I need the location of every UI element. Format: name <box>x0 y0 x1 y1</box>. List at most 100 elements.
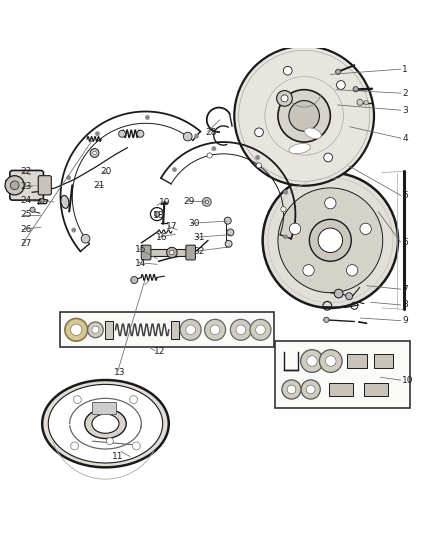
Circle shape <box>202 198 211 206</box>
Circle shape <box>250 319 271 340</box>
Circle shape <box>88 322 103 338</box>
Text: 7: 7 <box>403 285 408 294</box>
Text: 13: 13 <box>114 368 126 377</box>
Circle shape <box>256 325 265 335</box>
Text: 17: 17 <box>166 222 177 231</box>
Text: 11: 11 <box>112 453 124 462</box>
Circle shape <box>205 200 208 204</box>
Circle shape <box>255 155 260 160</box>
Circle shape <box>90 149 99 157</box>
Circle shape <box>71 324 82 335</box>
Bar <box>364 383 389 395</box>
Circle shape <box>290 223 301 235</box>
Circle shape <box>225 240 232 247</box>
Text: 1: 1 <box>403 64 408 74</box>
Circle shape <box>30 207 35 212</box>
Circle shape <box>5 176 24 195</box>
Circle shape <box>154 212 159 217</box>
Text: 31: 31 <box>194 233 205 242</box>
Bar <box>347 354 367 368</box>
Circle shape <box>263 173 398 308</box>
Circle shape <box>254 128 263 136</box>
Text: 19: 19 <box>159 198 170 207</box>
Circle shape <box>132 442 140 450</box>
Text: 10: 10 <box>403 376 414 384</box>
Text: 24: 24 <box>20 196 31 205</box>
Circle shape <box>325 356 336 366</box>
Ellipse shape <box>61 196 69 208</box>
Circle shape <box>319 350 342 373</box>
Text: 2: 2 <box>403 88 408 98</box>
Text: 8: 8 <box>403 301 408 310</box>
Circle shape <box>336 80 345 90</box>
Circle shape <box>364 101 368 105</box>
FancyBboxPatch shape <box>141 245 151 260</box>
Circle shape <box>325 198 336 209</box>
Text: 28: 28 <box>205 127 216 136</box>
Circle shape <box>71 442 78 450</box>
Circle shape <box>303 265 314 276</box>
Text: 23: 23 <box>20 182 31 191</box>
Circle shape <box>67 175 71 180</box>
Text: 6: 6 <box>403 238 408 247</box>
Circle shape <box>353 87 358 92</box>
Circle shape <box>137 130 144 138</box>
Circle shape <box>283 67 292 75</box>
Text: 16: 16 <box>155 233 167 242</box>
Circle shape <box>224 217 231 224</box>
Text: 26: 26 <box>20 225 31 234</box>
Circle shape <box>184 132 192 141</box>
Ellipse shape <box>92 414 119 433</box>
Circle shape <box>306 385 315 394</box>
Text: 21: 21 <box>93 181 105 190</box>
Circle shape <box>170 251 174 255</box>
Circle shape <box>318 228 343 253</box>
Circle shape <box>230 319 251 340</box>
Text: 14: 14 <box>135 259 147 268</box>
Text: 25: 25 <box>20 211 31 220</box>
Circle shape <box>283 235 288 239</box>
Text: 9: 9 <box>403 316 408 325</box>
Bar <box>329 383 353 395</box>
Circle shape <box>278 188 383 293</box>
Circle shape <box>145 115 150 119</box>
Circle shape <box>207 153 212 158</box>
Circle shape <box>40 199 44 203</box>
Circle shape <box>11 181 19 190</box>
Text: 4: 4 <box>403 134 408 143</box>
Ellipse shape <box>42 380 169 467</box>
Circle shape <box>307 356 317 366</box>
Circle shape <box>287 385 296 394</box>
Text: 3: 3 <box>403 106 408 115</box>
Ellipse shape <box>304 128 321 139</box>
Circle shape <box>289 101 319 131</box>
Circle shape <box>74 395 81 403</box>
Text: 30: 30 <box>188 219 200 228</box>
Circle shape <box>186 325 195 335</box>
Circle shape <box>357 99 363 106</box>
Circle shape <box>71 228 76 232</box>
Circle shape <box>210 325 220 335</box>
Text: 22: 22 <box>20 167 31 176</box>
Text: 15: 15 <box>135 245 147 254</box>
Circle shape <box>119 130 126 138</box>
Circle shape <box>278 90 330 142</box>
Text: 20: 20 <box>100 167 112 176</box>
Circle shape <box>300 350 323 373</box>
Bar <box>374 354 393 368</box>
Circle shape <box>95 132 99 136</box>
Ellipse shape <box>48 384 162 463</box>
Circle shape <box>360 223 371 235</box>
Circle shape <box>131 277 138 284</box>
Ellipse shape <box>289 143 311 154</box>
Circle shape <box>205 319 226 340</box>
Text: 27: 27 <box>20 239 31 248</box>
Circle shape <box>334 289 343 298</box>
Text: 29: 29 <box>183 197 194 206</box>
Circle shape <box>346 293 353 300</box>
Circle shape <box>324 153 332 162</box>
Circle shape <box>234 46 374 185</box>
Circle shape <box>227 229 234 236</box>
Circle shape <box>256 163 261 168</box>
Circle shape <box>194 134 199 138</box>
